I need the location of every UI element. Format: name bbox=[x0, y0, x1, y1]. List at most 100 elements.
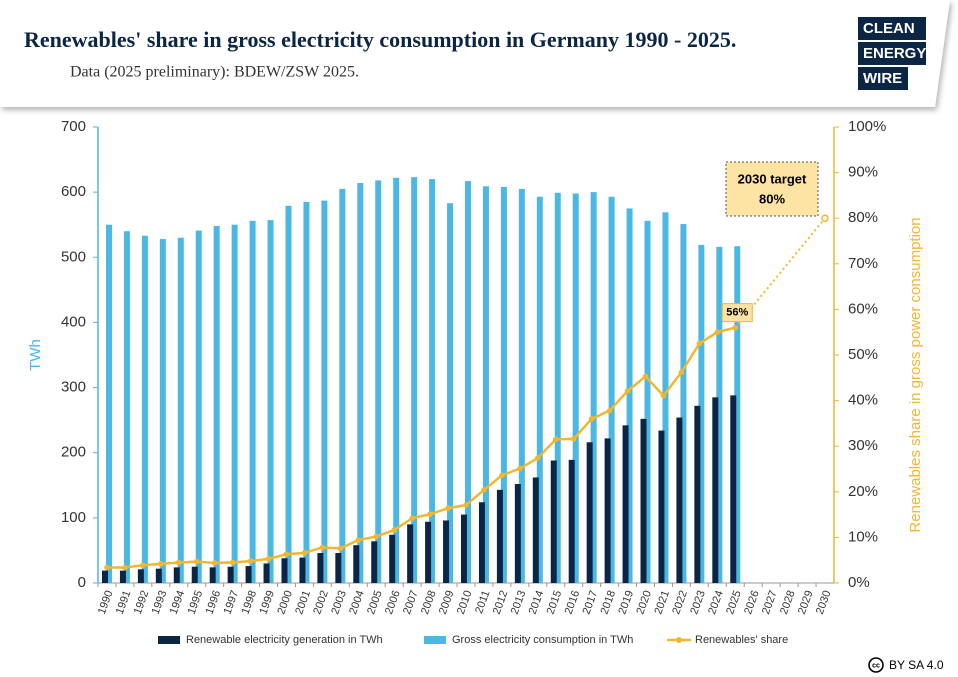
chart-title: Renewables' share in gross electricity c… bbox=[24, 27, 736, 52]
share-marker bbox=[481, 487, 487, 493]
bar bbox=[482, 186, 489, 583]
bar bbox=[658, 430, 665, 583]
y2-tick-label: 90% bbox=[848, 164, 878, 181]
bar bbox=[177, 237, 184, 583]
x-tick-label: 2027 bbox=[760, 589, 780, 616]
y-tick-label: 600 bbox=[61, 183, 86, 200]
y2-tick-label: 50% bbox=[848, 346, 878, 363]
share-marker bbox=[337, 545, 344, 552]
bar bbox=[285, 205, 292, 583]
share-marker bbox=[678, 369, 685, 376]
x-tick-label: 2012 bbox=[491, 589, 511, 616]
bar bbox=[357, 183, 364, 583]
legend-swatch bbox=[424, 636, 446, 644]
bar bbox=[622, 425, 629, 583]
bar bbox=[393, 177, 400, 583]
x-tick-label: 2004 bbox=[347, 589, 367, 616]
share-line bbox=[106, 326, 736, 569]
share-marker bbox=[355, 537, 362, 543]
x-tick-label: 2011 bbox=[473, 589, 492, 615]
bar bbox=[554, 192, 561, 583]
share-marker bbox=[535, 455, 541, 461]
chart-subtitle: Data (2025 preliminary): BDEW/ZSW 2025. bbox=[70, 64, 359, 81]
bar bbox=[514, 483, 521, 583]
legend-swatch bbox=[158, 636, 180, 644]
value-label: 56% bbox=[726, 307, 748, 319]
bar bbox=[429, 179, 436, 583]
bar bbox=[213, 226, 220, 583]
bar bbox=[339, 188, 346, 583]
bar bbox=[532, 477, 539, 583]
x-tick-label: 2009 bbox=[437, 589, 457, 616]
y-axis-title: TWh bbox=[27, 339, 44, 371]
x-tick-label: 2002 bbox=[311, 589, 331, 616]
x-tick-label: 2019 bbox=[616, 589, 636, 616]
x-tick-label: 1996 bbox=[204, 589, 224, 616]
share-marker bbox=[463, 502, 469, 508]
share-marker bbox=[140, 562, 146, 569]
bar bbox=[195, 230, 202, 583]
bar bbox=[644, 220, 651, 583]
share-marker bbox=[247, 558, 254, 564]
bar bbox=[231, 224, 238, 583]
x-tick-label: 2026 bbox=[742, 589, 762, 616]
logo-box bbox=[858, 42, 926, 65]
bar bbox=[227, 566, 234, 583]
y-tick-label: 100 bbox=[61, 509, 86, 526]
bar bbox=[716, 246, 723, 583]
y2-tick-label: 100% bbox=[848, 118, 886, 135]
x-tick-label: 2017 bbox=[581, 589, 601, 616]
share-marker bbox=[570, 436, 577, 442]
share-marker bbox=[642, 373, 649, 380]
share-marker bbox=[409, 515, 415, 522]
x-tick-label: 1997 bbox=[222, 589, 242, 616]
bar bbox=[317, 553, 324, 583]
logo-word: ENERGY bbox=[863, 45, 926, 62]
bar bbox=[389, 534, 396, 583]
x-tick-label: 2024 bbox=[706, 589, 726, 616]
bar bbox=[712, 397, 719, 583]
x-tick-label: 2010 bbox=[455, 589, 475, 616]
y2-tick-label: 10% bbox=[848, 528, 878, 545]
x-tick-label: 1999 bbox=[257, 589, 277, 616]
legend-label: Renewables' share bbox=[695, 634, 788, 646]
bar bbox=[299, 557, 306, 583]
bar bbox=[500, 186, 507, 583]
bar bbox=[263, 563, 270, 583]
x-tick-label: 1990 bbox=[96, 589, 116, 616]
x-tick-label: 2014 bbox=[527, 589, 547, 616]
share-marker bbox=[606, 407, 613, 414]
y-tick-label: 500 bbox=[61, 248, 86, 265]
share-marker bbox=[229, 559, 236, 566]
x-tick-label: 2030 bbox=[814, 589, 834, 616]
bar bbox=[586, 442, 593, 583]
bar bbox=[604, 438, 611, 583]
bar bbox=[694, 405, 701, 583]
plot: 0 100 200 300 400 500 600 700 0% 10% 20% 30% 40% 50% 6… bbox=[27, 118, 924, 646]
bar bbox=[375, 180, 382, 583]
share-marker bbox=[499, 472, 505, 479]
x-tick-label: 2028 bbox=[778, 589, 798, 616]
bar bbox=[249, 220, 256, 583]
bar bbox=[676, 417, 683, 583]
share-marker bbox=[696, 340, 703, 347]
bar bbox=[496, 489, 503, 583]
logo-box bbox=[858, 67, 908, 90]
bar bbox=[536, 196, 543, 583]
bar bbox=[155, 568, 162, 583]
bar bbox=[335, 553, 342, 583]
target-line bbox=[734, 217, 826, 329]
bar bbox=[443, 520, 450, 583]
license: BY SA 4.0 bbox=[889, 658, 944, 672]
share-marker bbox=[283, 551, 290, 558]
bar bbox=[371, 541, 378, 583]
y2-axis-title: Renewables share in gross power consumpt… bbox=[907, 217, 924, 532]
header-panel bbox=[0, 0, 950, 107]
x-tick-label: 2013 bbox=[509, 589, 529, 616]
share-marker bbox=[319, 544, 326, 551]
y-tick-label: 0 bbox=[78, 574, 86, 591]
share-marker bbox=[301, 550, 308, 556]
bar bbox=[119, 570, 126, 583]
share-marker bbox=[445, 505, 451, 512]
bar bbox=[478, 502, 485, 583]
